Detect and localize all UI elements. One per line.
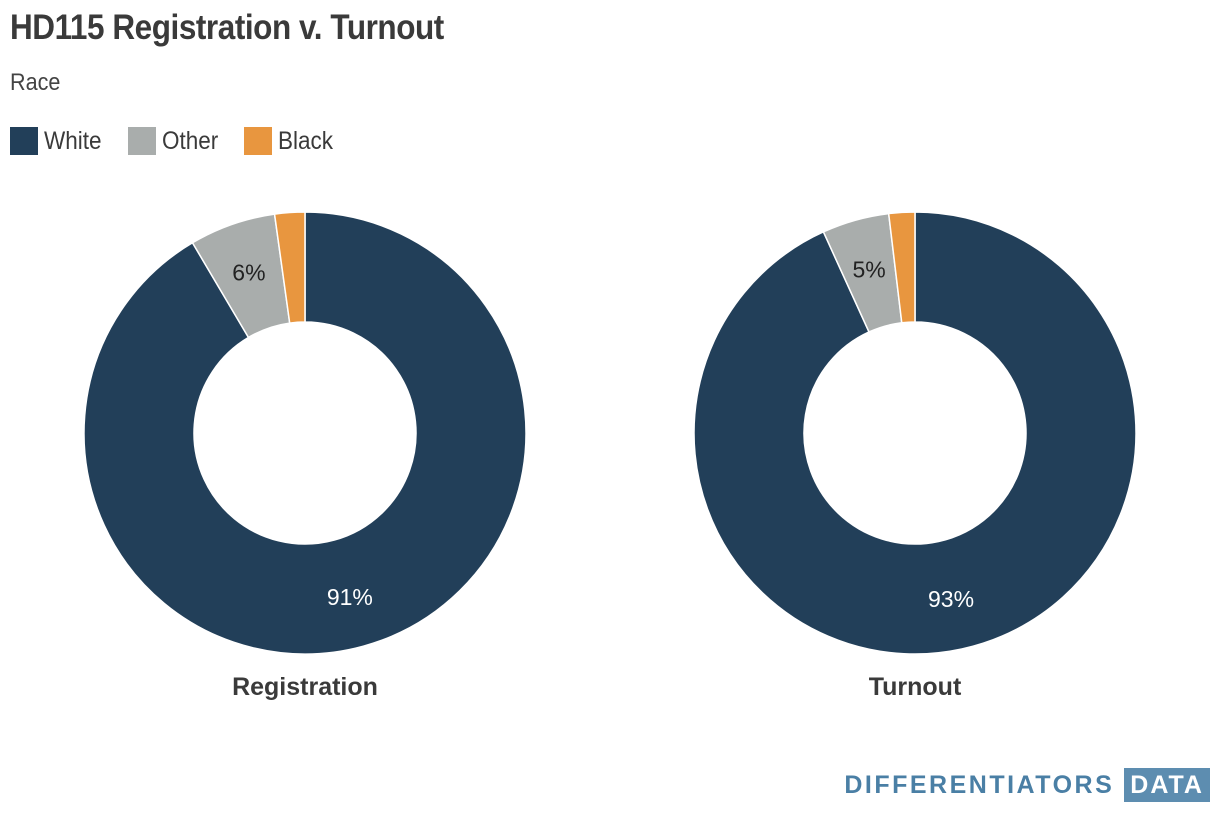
slice-white	[83, 211, 527, 655]
chart-title: HD115 Registration v. Turnout	[10, 8, 444, 47]
data-label-other: 5%	[852, 256, 885, 282]
legend: White Other Black	[10, 126, 360, 156]
brand-logo: DIFFERENTIATORS DATA	[844, 768, 1210, 802]
legend-item-black: Black	[244, 127, 339, 156]
slice-white	[693, 211, 1137, 655]
brand-name: DIFFERENTIATORS	[844, 770, 1115, 799]
data-label-white: 93%	[928, 586, 974, 612]
legend-swatch-other	[127, 127, 156, 155]
legend-item-other: Other	[127, 126, 225, 156]
donut-chart-turnout: 93% 5% Turnout	[693, 211, 1137, 701]
legend-item-white: White	[10, 127, 108, 156]
slice-black	[887, 211, 916, 324]
chart-caption: Registration	[232, 673, 378, 701]
chart-caption: Turnout	[869, 673, 962, 701]
data-label-white: 91%	[327, 584, 373, 610]
brand-tag: DATA	[1124, 768, 1210, 802]
data-label-other: 6%	[232, 260, 265, 286]
legend-swatch-white	[10, 127, 38, 155]
slice-black	[273, 211, 306, 324]
legend-swatch-black	[244, 127, 273, 155]
chart-subtitle: Race	[10, 69, 61, 96]
donut-chart-registration: 91% 6% Registration	[83, 211, 527, 701]
legend-label-white: White	[44, 126, 102, 155]
legend-label-black: Black	[278, 126, 334, 155]
legend-label-other: Other	[161, 126, 219, 155]
